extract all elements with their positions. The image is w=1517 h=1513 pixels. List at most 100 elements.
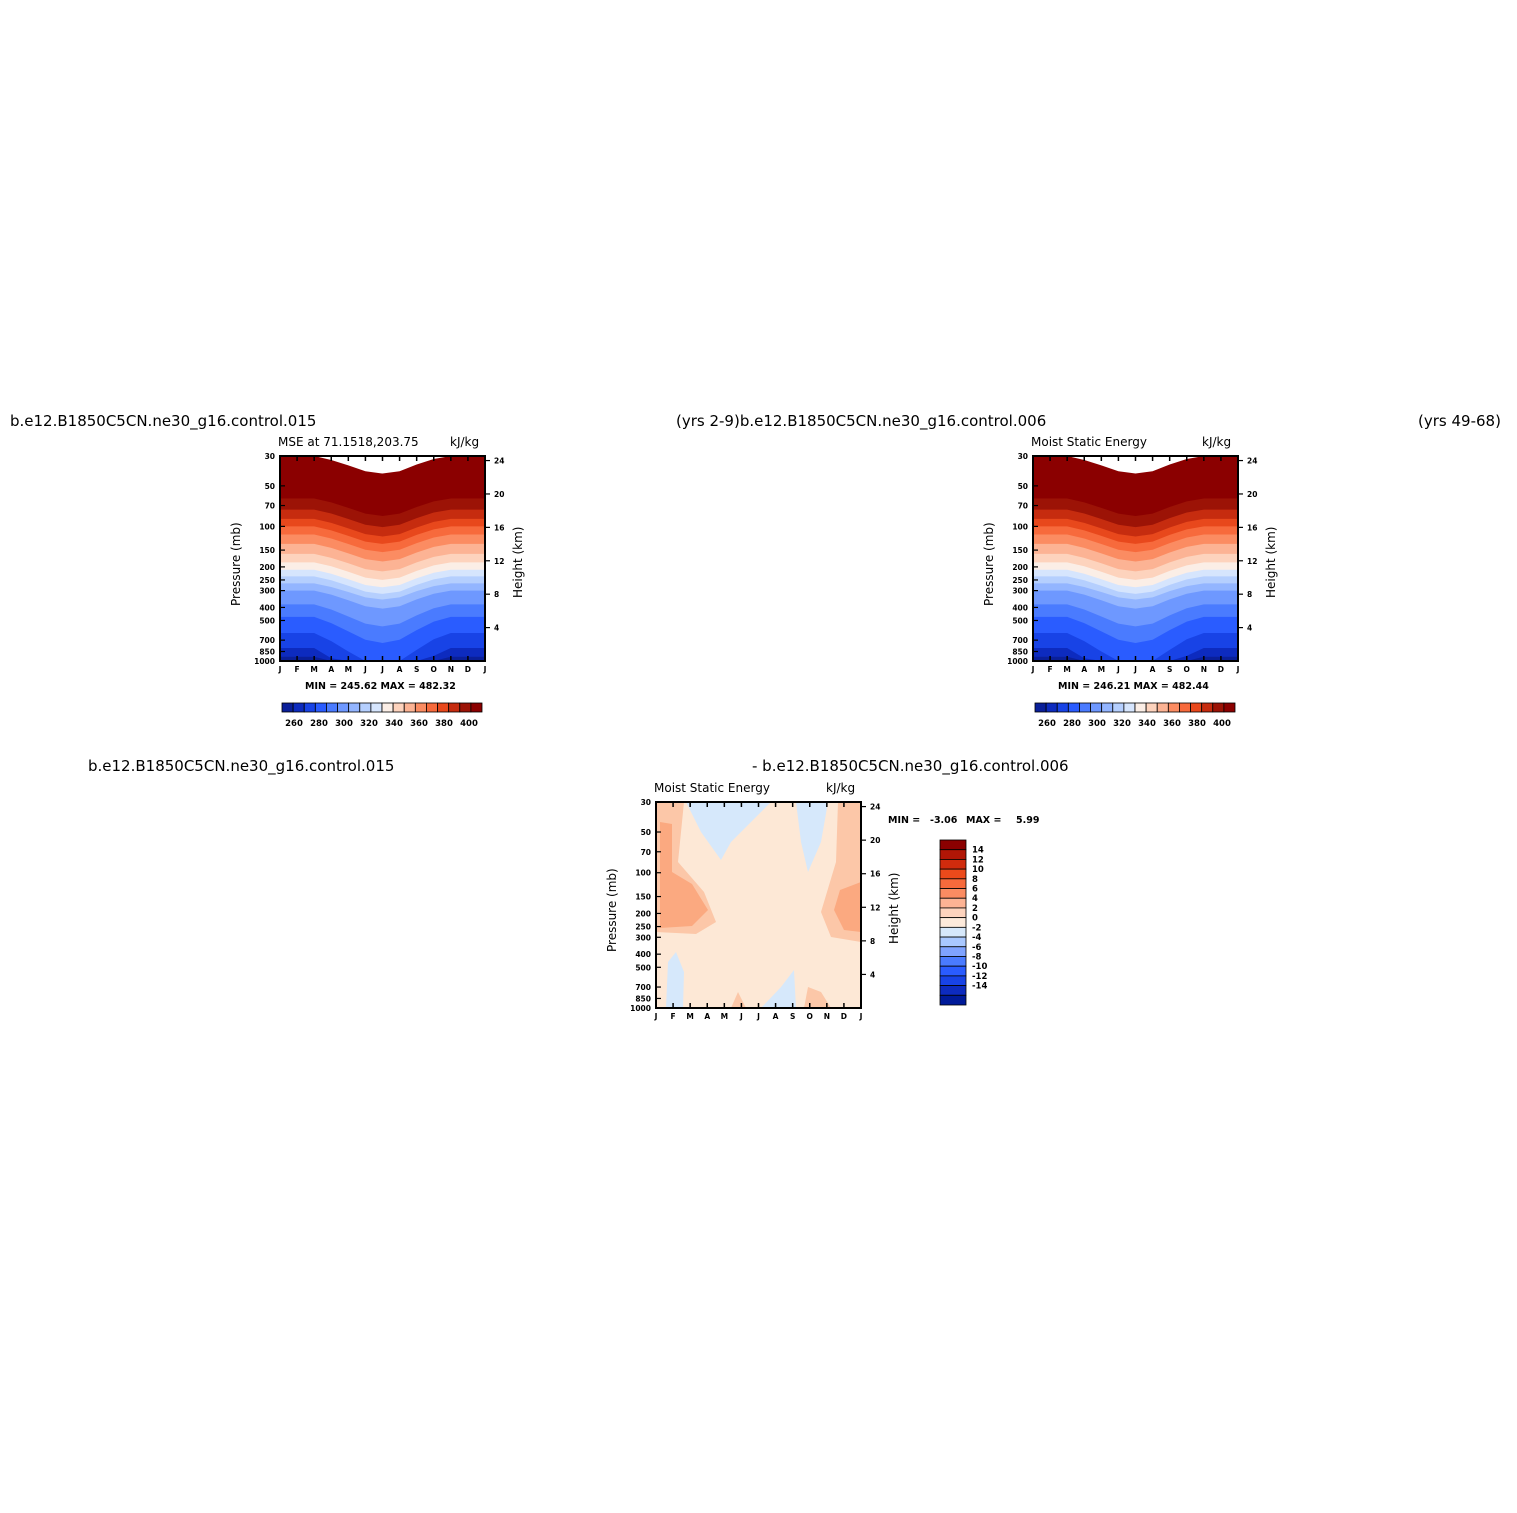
case-label-left: b.e12.B1850C5CN.ne30_g16.control.015 xyxy=(10,412,317,430)
colorbar-label: 8 xyxy=(972,875,978,885)
colorbar-cell xyxy=(939,849,967,860)
colorbar-label: -2 xyxy=(972,923,982,933)
y-tick-label: 30 xyxy=(1018,452,1028,461)
colorbar-label: 360 xyxy=(410,719,428,729)
colorbar-cell xyxy=(1212,702,1225,713)
panel2-contour-plot: J F M A M J J A S O N D J 30 50 70 100 150 200 250 300 400 500… xyxy=(1007,452,1257,674)
panel3-y2label: Height (km) xyxy=(887,872,901,944)
x-tick-label: J xyxy=(1116,665,1120,674)
colorbar-cell xyxy=(1167,702,1180,713)
x-tick-label: N xyxy=(1201,665,1207,674)
y-tick-label: 300 xyxy=(259,587,275,596)
y2-tick-label: 8 xyxy=(1247,590,1252,599)
y2-tick-label: 12 xyxy=(494,557,504,566)
colorbar-cell xyxy=(392,702,405,713)
panel2-y2label: Height (km) xyxy=(1264,526,1278,598)
y2-tick-label: 24 xyxy=(1247,457,1257,466)
colorbar-cell xyxy=(1201,702,1214,713)
y-tick-label: 200 xyxy=(1012,563,1028,572)
x-tick-label: A xyxy=(704,1012,710,1021)
x-tick-label: J xyxy=(859,1012,863,1021)
panel1-units: kJ/kg xyxy=(450,435,480,449)
panel3-stats-max: 5.99 xyxy=(1016,815,1040,826)
y2-tick-label: 4 xyxy=(1247,624,1252,633)
y2-tick-label: 16 xyxy=(494,523,504,532)
y-tick-label: 50 xyxy=(1018,482,1028,491)
y2-tick-label: 16 xyxy=(870,870,880,879)
colorbar-cell xyxy=(292,702,305,713)
y-tick-label: 500 xyxy=(635,963,651,972)
x-tick-label: O xyxy=(1184,665,1190,674)
y-tick-label: 1000 xyxy=(254,657,275,666)
colorbar-cell xyxy=(437,702,450,713)
y-tick-label: 850 xyxy=(635,994,651,1003)
x-tick-label: M xyxy=(686,1012,693,1021)
y2-tick-label: 8 xyxy=(870,937,875,946)
colorbar-cell xyxy=(939,888,967,899)
y-tick-label: 700 xyxy=(635,983,651,992)
colorbar-cell xyxy=(939,926,967,938)
x-tick-label: M xyxy=(1063,665,1070,674)
y-tick-label: 50 xyxy=(265,482,275,491)
y-tick-label: 1000 xyxy=(630,1004,651,1013)
x-tick-label: A xyxy=(397,665,403,674)
colorbar-cell xyxy=(326,702,338,713)
y2-tick-label: 4 xyxy=(494,624,499,633)
x-tick-label: N xyxy=(448,665,454,674)
panel2-title: Moist Static Energy xyxy=(1031,435,1147,449)
x-tick-label: F xyxy=(1048,665,1053,674)
colorbar-cell xyxy=(939,975,967,986)
y-tick-label: 400 xyxy=(259,603,275,612)
panel2-stats: MIN = 246.21 MAX = 482.44 xyxy=(1058,681,1209,692)
x-tick-label: S xyxy=(414,665,419,674)
colorbar-cell xyxy=(1090,702,1103,713)
y2-tick-label: 4 xyxy=(870,970,875,979)
x-tick-label: A xyxy=(1150,665,1156,674)
case-label-right: (yrs 49-68) xyxy=(1418,412,1501,430)
colorbar-cell xyxy=(1223,702,1236,713)
colorbar-cell xyxy=(1112,702,1125,713)
colorbar-label: -8 xyxy=(972,952,982,962)
y-tick-label: 250 xyxy=(635,923,651,932)
x-tick-label: F xyxy=(671,1012,676,1021)
panel1-contour-plot: J F M A M J J A S O N D J 30 50 70 100 150 200 250 300 400 500… xyxy=(254,452,504,674)
colorbar-label: 300 xyxy=(335,719,353,729)
colorbar-cell xyxy=(359,702,372,713)
colorbar-label: 4 xyxy=(972,894,978,904)
colorbar-label: 2 xyxy=(972,904,978,914)
colorbar-cell xyxy=(939,859,967,870)
colorbar-cell xyxy=(470,702,483,713)
x-tick-label: J xyxy=(654,1012,658,1021)
panel3-stats-max-label: MAX = xyxy=(966,815,1002,826)
y-tick-label: 300 xyxy=(1012,587,1028,596)
x-tick-label: M xyxy=(345,665,352,674)
colorbar-label: -6 xyxy=(972,943,982,953)
x-tick-label: M xyxy=(721,1012,728,1021)
y-tick-label: 1000 xyxy=(1007,657,1028,666)
colorbar-cell xyxy=(414,702,427,713)
x-tick-label: J xyxy=(739,1012,743,1021)
colorbar-cell xyxy=(337,702,350,713)
negative-region xyxy=(761,970,796,1008)
colorbar-cell xyxy=(314,702,327,713)
colorbar-label: 340 xyxy=(1138,719,1156,729)
colorbar-cell xyxy=(939,868,967,880)
colorbar-cell xyxy=(1123,702,1136,713)
positive-region xyxy=(731,992,746,1008)
y-tick-label: 400 xyxy=(1012,603,1028,612)
panel1-y2label: Height (km) xyxy=(511,526,525,598)
panel3-stats-min: -3.06 xyxy=(930,815,958,826)
y2-tick-label: 16 xyxy=(1247,523,1257,532)
x-tick-label: A xyxy=(328,665,334,674)
x-tick-label: A xyxy=(773,1012,779,1021)
x-tick-label: J xyxy=(380,665,384,674)
colorbar-label: 400 xyxy=(460,719,478,729)
y-tick-label: 30 xyxy=(641,798,651,807)
colorbar-cell xyxy=(403,702,416,713)
colorbar-cell xyxy=(939,965,967,977)
y-tick-label: 70 xyxy=(1018,502,1028,511)
colorbar-label: 380 xyxy=(435,719,453,729)
y-tick-label: 700 xyxy=(259,636,275,645)
positive-region xyxy=(804,987,831,1008)
